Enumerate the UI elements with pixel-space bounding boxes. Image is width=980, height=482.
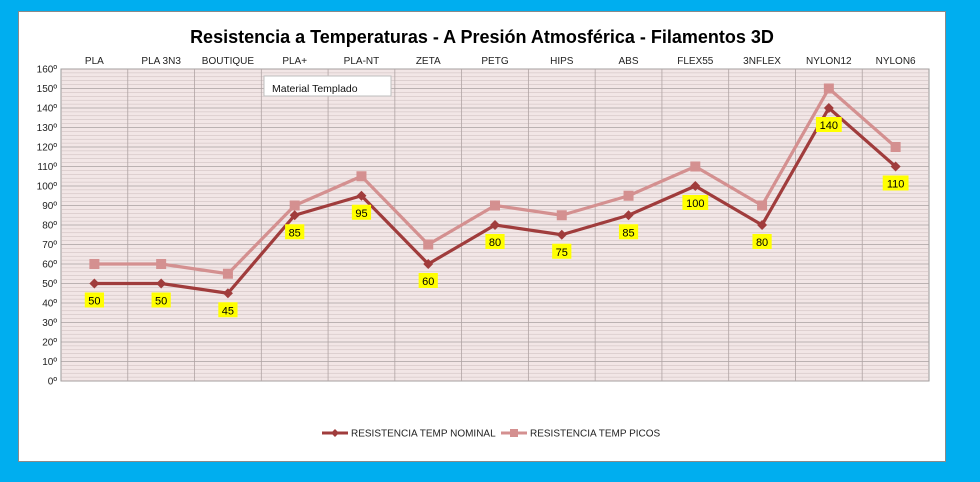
y-tick-label: 20º bbox=[42, 338, 57, 349]
line-chart: Resistencia a Temperaturas - A Presión A… bbox=[37, 27, 930, 440]
y-tick-label: 40º bbox=[42, 299, 57, 310]
legend-label: RESISTENCIA TEMP PICOS bbox=[530, 429, 661, 440]
legend-label: RESISTENCIA TEMP NOMINAL bbox=[351, 429, 496, 440]
data-label-box bbox=[485, 234, 505, 249]
y-axis-ticks: 0º 10º 20º 30º 40º 50º 60º 70º 80º 90º 100º 110º 120… bbox=[37, 65, 58, 388]
point-marker bbox=[89, 259, 100, 269]
y-tick-label: 10º bbox=[42, 357, 57, 368]
point-marker bbox=[490, 200, 500, 211]
data-label-box bbox=[218, 302, 238, 318]
point-marker bbox=[156, 259, 167, 269]
series-group bbox=[89, 83, 901, 299]
point-marker bbox=[423, 259, 434, 269]
y-tick-label: 150º bbox=[37, 84, 58, 95]
data-label-box bbox=[351, 204, 372, 220]
chart-title: Resistencia a Temperaturas - A Presión A… bbox=[190, 27, 774, 47]
category-label: HIPS bbox=[550, 56, 574, 67]
point-marker bbox=[556, 229, 567, 240]
point-marker bbox=[823, 103, 834, 113]
data-label-box bbox=[285, 224, 305, 240]
data-label-box bbox=[418, 273, 438, 288]
point-marker bbox=[490, 220, 500, 230]
point-marker bbox=[757, 220, 768, 230]
annotation-text: Material Templado bbox=[272, 83, 358, 95]
data-label: 60 bbox=[422, 276, 434, 288]
point-marker bbox=[690, 181, 701, 191]
category-label: NYLON6 bbox=[876, 56, 916, 67]
data-label: 110 bbox=[887, 179, 905, 191]
y-tick-label: 80º bbox=[42, 221, 57, 232]
y-tick-label: 50º bbox=[42, 279, 57, 290]
point-marker bbox=[623, 210, 634, 221]
y-tick-label: 70º bbox=[42, 240, 57, 251]
point-marker bbox=[89, 278, 100, 289]
y-tick-label: 160º bbox=[37, 65, 58, 76]
y-tick-label: 0º bbox=[48, 377, 58, 388]
material-templado-box: Material Templado bbox=[263, 75, 392, 97]
data-label: 85 bbox=[622, 227, 634, 239]
y-tick-label: 60º bbox=[42, 260, 57, 271]
data-label: 100 bbox=[686, 198, 704, 210]
point-marker bbox=[890, 161, 901, 172]
category-label: FLEX55 bbox=[677, 56, 714, 67]
data-label-box bbox=[84, 292, 104, 308]
point-marker bbox=[289, 210, 300, 221]
point-marker bbox=[890, 142, 901, 152]
legend-marker bbox=[510, 429, 518, 437]
chart-frame: Resistencia a Temperaturas - A Presión A… bbox=[18, 11, 946, 462]
legend: RESISTENCIA TEMP NOMINAL RESISTENCIA TEMP… bbox=[322, 429, 661, 440]
y-tick-label: 110º bbox=[37, 162, 57, 173]
category-label: BOUTIQUE bbox=[202, 56, 255, 67]
legend-marker bbox=[331, 429, 339, 437]
category-label: NYLON12 bbox=[806, 56, 852, 67]
category-label: ZETA bbox=[416, 56, 441, 67]
point-marker bbox=[623, 190, 634, 201]
point-marker bbox=[222, 288, 233, 299]
point-marker bbox=[356, 171, 367, 182]
y-tick-label: 30º bbox=[42, 318, 57, 329]
data-label: 50 bbox=[155, 296, 167, 308]
category-label: PLA 3N3 bbox=[141, 56, 181, 67]
point-marker bbox=[823, 83, 834, 94]
y-tick-label: 120º bbox=[37, 143, 58, 154]
data-label: 85 bbox=[289, 227, 301, 239]
data-label: 140 bbox=[820, 120, 838, 132]
y-tick-label: 100º bbox=[37, 182, 58, 193]
category-label: PLA bbox=[85, 56, 104, 67]
category-label: PLA+ bbox=[282, 56, 307, 67]
point-marker bbox=[289, 200, 300, 211]
point-marker bbox=[156, 278, 167, 289]
category-label: PETG bbox=[481, 56, 508, 67]
data-label: 95 bbox=[355, 208, 367, 220]
y-tick-label: 140º bbox=[37, 104, 58, 115]
category-label: ABS bbox=[619, 56, 639, 67]
data-label: 45 bbox=[222, 305, 234, 317]
point-marker bbox=[222, 268, 233, 279]
data-label-box bbox=[815, 117, 842, 132]
data-label: 75 bbox=[556, 247, 568, 259]
data-label-box bbox=[151, 292, 171, 308]
data-label: 80 bbox=[489, 237, 501, 249]
data-label-box bbox=[752, 234, 772, 249]
data-label-box bbox=[682, 195, 709, 210]
point-marker bbox=[757, 200, 768, 211]
data-label-box bbox=[618, 224, 639, 240]
data-label: 50 bbox=[88, 296, 100, 308]
category-label: 3NFLEX bbox=[743, 56, 781, 67]
point-marker bbox=[556, 210, 567, 221]
data-label: 80 bbox=[756, 237, 768, 249]
y-tick-label: 90º bbox=[42, 201, 57, 212]
y-tick-label: 130º bbox=[37, 123, 58, 134]
point-marker bbox=[690, 161, 701, 172]
data-label-box bbox=[882, 175, 909, 191]
point-marker bbox=[423, 239, 434, 250]
point-marker bbox=[356, 190, 367, 201]
data-labels: 50 50 45 85 95 60 80 75 85 100 80 140 110 bbox=[84, 117, 909, 318]
category-label: PLA-NT bbox=[344, 56, 380, 67]
x-axis-categories: PLA PLA 3N3 BOUTIQUE PLA+ PLA-NT ZETA PETG HIPS… bbox=[85, 56, 916, 67]
data-label-box bbox=[552, 243, 572, 259]
